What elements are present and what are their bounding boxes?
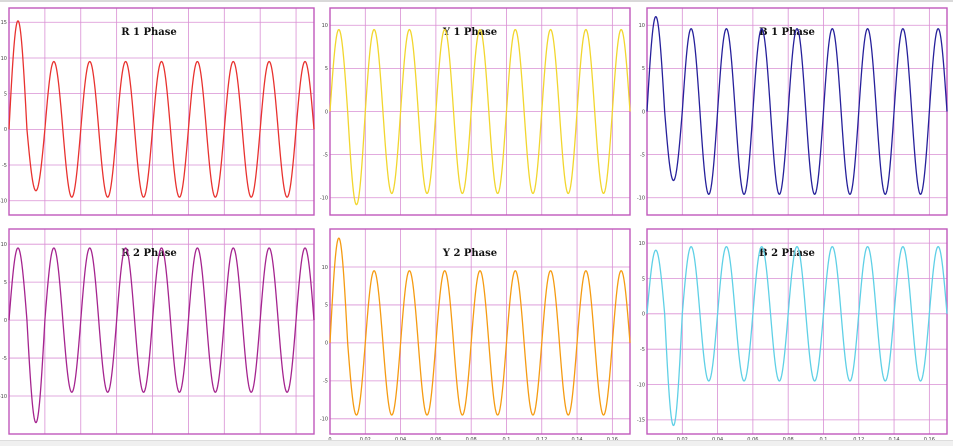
y-tick-label-y2-4: -10 [320, 417, 328, 423]
y-tick-label-r1-0: 15 [1, 20, 7, 26]
series-line-r2 [8, 247, 315, 424]
chart-title-b1: B 1 Phase [759, 27, 815, 38]
chart-panel-y1: 10 5 0 -5 -10 Y 1 Phase [320, 7, 631, 216]
y-tick-label-y1-2: 0 [325, 109, 328, 115]
y-tick-label-r2-3: -5 [2, 356, 7, 362]
window-top-edge [0, 0, 953, 2]
y-tick-label-y2-2: 0 [325, 341, 328, 347]
y-tick-label-r2-2: 0 [4, 318, 7, 324]
y-tick-label-b2-3: -5 [640, 347, 645, 353]
y-tick-label-y1-0: 10 [322, 23, 328, 29]
series-line-y2 [329, 237, 631, 416]
chart-title-y2: Y 2 Phase [442, 248, 497, 259]
chart-panel-r1: 15 10 5 0 -5 -10 R 1 Phase [0, 7, 315, 216]
y-tick-label-y1-4: -10 [320, 196, 328, 202]
y-tick-label-y2-0: 10 [322, 265, 328, 271]
status-strip [0, 440, 953, 446]
chart-title-b2: B 2 Phase [759, 248, 815, 259]
y-tick-label-b2-1: 5 [642, 276, 645, 282]
plot-frame-r2 [8, 228, 315, 435]
y-tick-label-y2-3: -5 [323, 379, 328, 385]
series-line-r1 [8, 20, 315, 198]
y-tick-label-y2-1: 5 [325, 303, 328, 309]
y-tick-label-y1-1: 5 [325, 66, 328, 72]
y-tick-label-b1-3: -5 [640, 152, 645, 158]
plot-frame-b2 [646, 228, 948, 435]
y-tick-label-r1-5: -10 [0, 199, 7, 205]
chart-panel-r2: 10 5 0 -5 -10 R 2 Phase [0, 228, 315, 435]
y-tick-label-r1-2: 5 [4, 91, 7, 97]
plot-area-r2 [9, 229, 314, 434]
y-tick-label-b2-0: 10 [639, 241, 645, 247]
chart-panel-y2: 1050-5-1000.020.040.060.080.10.120.140.1… [320, 228, 631, 443]
series-line-y1 [329, 28, 631, 206]
y-tick-label-b1-4: -10 [637, 196, 645, 202]
y-tick-label-b1-0: 10 [639, 23, 645, 29]
y-tick-label-r1-1: 10 [1, 56, 7, 62]
y-tick-label-r1-4: -5 [2, 163, 7, 169]
y-tick-label-r2-1: 5 [4, 280, 7, 286]
y-tick-label-r2-4: -10 [0, 394, 7, 400]
y-tick-label-b2-2: 0 [642, 312, 645, 318]
y-tick-label-y1-3: -5 [323, 152, 328, 158]
chart-title-y1: Y 1 Phase [442, 27, 497, 38]
chart-title-r2: R 2 Phase [121, 248, 177, 259]
plot-frame-r1 [8, 7, 315, 216]
y-tick-label-b2-4: -10 [637, 382, 645, 388]
y-tick-label-r2-0: 10 [1, 242, 7, 248]
series-line-b1 [646, 16, 948, 195]
y-tick-label-b1-2: 0 [642, 109, 645, 115]
chart-panel-b2: 1050-5-10-150.020.040.060.080.10.120.140… [637, 228, 948, 443]
plot-area-b2 [647, 229, 947, 434]
chart-panel-b1: 10 5 0 -5 -10 B 1 Phase [637, 7, 948, 216]
y-tick-label-b2-5: -15 [637, 418, 645, 424]
plot-area-r1 [9, 8, 314, 215]
plot-area-y2 [330, 229, 630, 434]
y-tick-label-b1-1: 5 [642, 66, 645, 72]
chart-title-r1: R 1 Phase [121, 27, 177, 38]
series-line-b2 [646, 246, 948, 427]
y-tick-label-r1-3: 0 [4, 127, 7, 133]
